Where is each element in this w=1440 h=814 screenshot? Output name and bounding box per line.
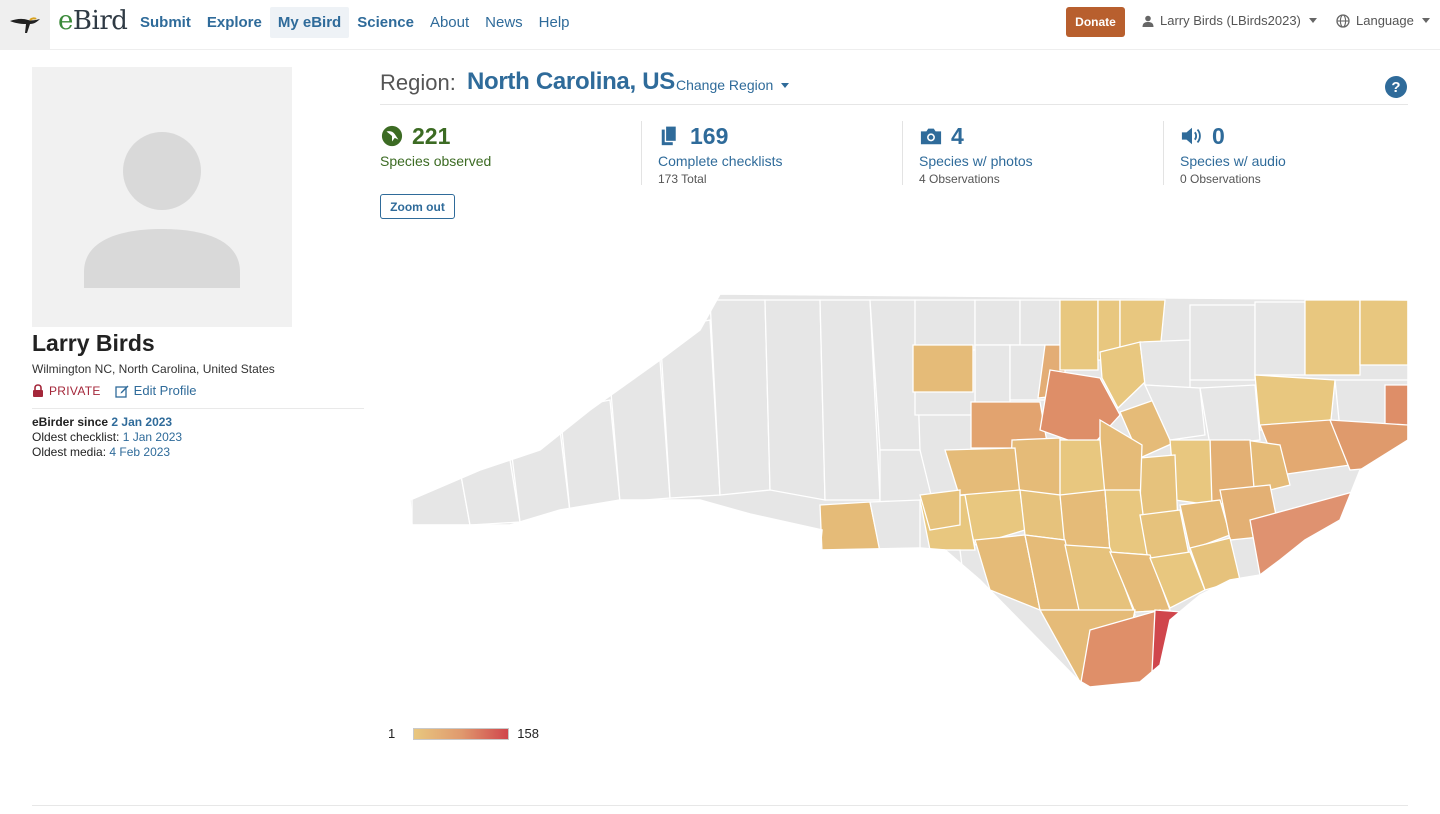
zoom-out-button[interactable]: Zoom out [380,194,455,219]
nav-help[interactable]: Help [538,14,570,31]
region-header: Region: North Carolina, US Change Region… [380,68,1408,105]
county-choropleth-map[interactable] [400,290,1410,690]
user-menu[interactable]: Larry Birds (LBirds2023) [1142,13,1317,28]
language-menu[interactable]: Language [1336,13,1430,28]
stat-species-photos[interactable]: 4 Species w/ photos 4 Observations [919,120,1159,186]
change-region-label: Change Region [676,77,774,93]
stat-sub: 173 Total [658,172,707,186]
stat-divider [902,121,903,185]
ebird-logo-bird-icon[interactable] [0,0,50,50]
county-shapes [410,294,1408,687]
map-legend: 1 158 [388,726,539,741]
language-menu-label: Language [1356,13,1414,28]
stat-value: 221 [412,123,451,149]
wordmark-e: e [58,6,73,36]
speaker-icon [1181,127,1201,145]
stat-species-audio[interactable]: 0 Species w/ audio 0 Observations [1180,120,1408,186]
nav-submit[interactable]: Submit [140,14,191,31]
chevron-down-icon [781,82,790,88]
user-menu-label: Larry Birds (LBirds2023) [1160,13,1301,28]
stat-species-observed[interactable]: 221 Species observed [380,120,630,186]
ebirder-since-row: eBirder since 2 Jan 2023 [32,415,182,430]
edit-profile-label: Edit Profile [133,383,197,398]
stat-label: Species w/ audio [1180,153,1286,169]
stat-value: 169 [690,123,729,149]
ebirder-since-label: eBirder since [32,415,109,429]
sidebar-divider [32,408,364,409]
profile-name: Larry Birds [32,330,155,356]
profile-meta: eBirder since 2 Jan 2023 Oldest checklis… [32,415,182,460]
stat-sub: 4 Observations [919,172,1000,186]
camera-icon [920,128,942,145]
legend-gradient [413,727,510,740]
help-icon[interactable]: ? [1385,76,1407,98]
stat-sub: 0 Observations [1180,172,1261,186]
legend-max: 158 [517,726,539,741]
oldest-media-date[interactable]: 4 Feb 2023 [109,445,171,459]
nav-my-ebird[interactable]: My eBird [269,7,350,38]
region-name: North Carolina, US [467,68,675,95]
chevron-down-icon [1421,18,1430,23]
region-label: Region: [380,70,456,95]
private-badge[interactable]: PRIVATE [32,384,101,398]
oldest-checklist-date[interactable]: 1 Jan 2023 [122,430,183,444]
species-icon [381,125,403,147]
stat-value: 4 [951,123,964,149]
profile-location: Wilmington NC, North Carolina, United St… [32,362,275,376]
footer-divider [32,805,1408,806]
chevron-down-icon [1308,18,1317,23]
profile-actions: PRIVATE Edit Profile [32,383,197,398]
oldest-media-label: Oldest media: [32,445,107,459]
avatar [32,67,292,327]
stat-complete-checklists[interactable]: 169 Complete checklists 173 Total [658,120,898,186]
donate-button[interactable]: Donate [1066,7,1125,37]
top-navigation-bar: eBird Submit Explore My eBird Science Ab… [0,0,1440,50]
nav-news[interactable]: News [485,14,523,31]
stat-value: 0 [1212,123,1225,149]
state-outline [409,293,1409,688]
oldest-checklist-label: Oldest checklist: [32,430,120,444]
checklist-icon [661,125,678,146]
nav-explore[interactable]: Explore [206,14,262,31]
stat-divider [1163,121,1164,185]
stat-label: Complete checklists [658,153,783,169]
stat-label: Species observed [380,153,492,169]
oldest-checklist-row: Oldest checklist: 1 Jan 2023 [32,430,182,445]
bird-icon [10,17,40,33]
user-icon [1142,15,1154,27]
ebirder-since-date[interactable]: 2 Jan 2023 [111,415,173,429]
legend-min: 1 [388,726,396,741]
ebird-wordmark[interactable]: eBird [58,6,128,36]
stat-label: Species w/ photos [919,153,1033,169]
wordmark-bird: Bird [72,6,128,36]
oldest-media-row: Oldest media: 4 Feb 2023 [32,445,182,460]
private-label: PRIVATE [49,383,101,398]
change-region-dropdown[interactable]: Change Region [676,77,790,93]
lock-icon [33,384,43,397]
globe-icon [1336,13,1350,28]
nav-about[interactable]: About [429,14,470,31]
main-nav: Submit Explore My eBird Science About Ne… [132,7,578,38]
stat-divider [641,121,642,185]
nav-science[interactable]: Science [357,14,414,31]
edit-icon [115,385,129,398]
edit-profile-link[interactable]: Edit Profile [115,383,197,398]
default-avatar-icon [84,132,240,288]
